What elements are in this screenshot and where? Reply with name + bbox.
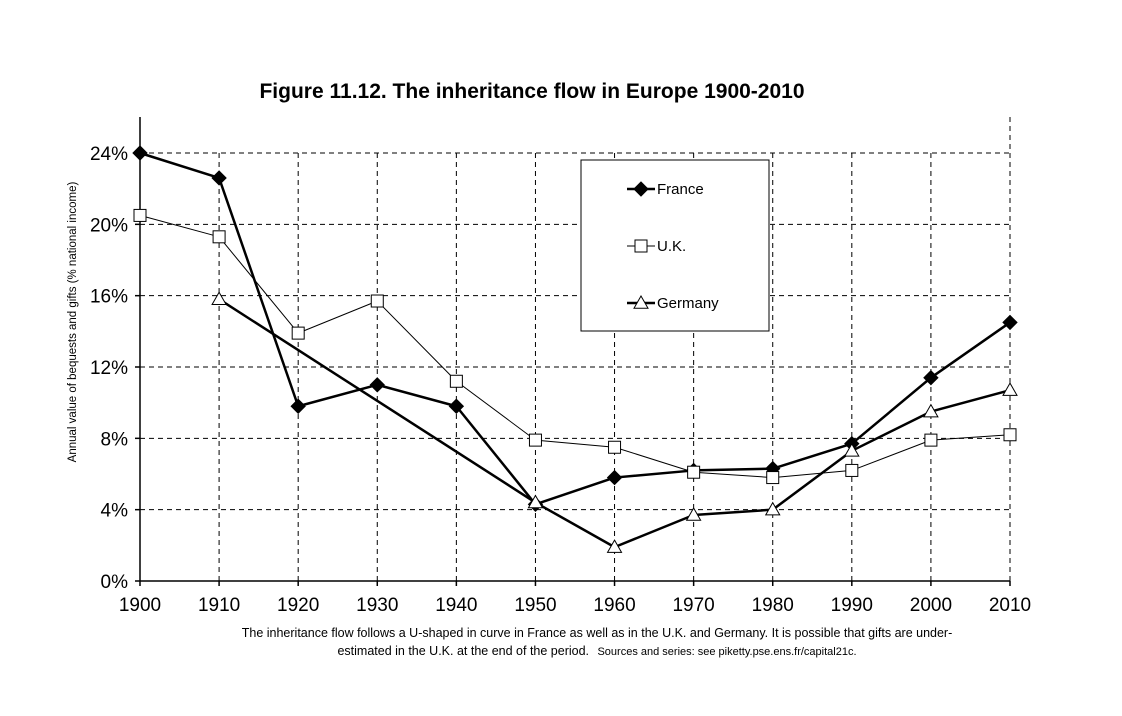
data-point-u-k <box>1003 428 1017 442</box>
caption-line-2-main: estimated in the U.K. at the end of the … <box>337 644 589 658</box>
data-point-u-k <box>449 374 463 388</box>
data-point-france <box>369 377 385 393</box>
y-axis-label: Annual value of bequests and gifts (% na… <box>67 182 79 463</box>
data-point-germany <box>923 403 939 418</box>
caption-line-1: The inheritance flow follows a U-shaped … <box>242 626 953 640</box>
data-point-u-k <box>370 294 384 308</box>
data-point-germany <box>211 291 227 305</box>
legend-item-france: France <box>627 181 704 198</box>
chart-title: Figure 11.12. The inheritance flow in Eu… <box>259 80 804 103</box>
x-tick-label: 1960 <box>593 595 635 616</box>
legend-item-u-k: U.K. <box>627 238 686 255</box>
caption-line-2: estimated in the U.K. at the end of the … <box>337 642 856 659</box>
x-tick-label: 1930 <box>356 595 398 616</box>
x-tick-label: 1970 <box>672 595 714 616</box>
x-tick-label: 1910 <box>198 595 240 616</box>
data-point-france <box>132 145 148 161</box>
caption-sources: Sources and series: see piketty.pse.ens.… <box>597 646 856 658</box>
x-tick-label: 1940 <box>435 595 477 616</box>
y-tick-labels: 0% 4% 8% 12% 16% 20% 24% <box>90 144 128 593</box>
legend: France U.K. Germany <box>580 159 770 332</box>
legend-marker-germany <box>633 294 649 309</box>
series-line-france <box>139 151 1011 506</box>
y-tick-label: 4% <box>101 501 129 522</box>
data-point-u-k <box>845 463 859 477</box>
x-tick-label: 1980 <box>752 595 794 616</box>
data-point-germany <box>843 442 860 457</box>
data-point-u-k <box>133 208 147 222</box>
legend-label-u-k: U.K. <box>657 238 686 255</box>
series-layer <box>132 145 1018 553</box>
data-point-france <box>606 469 623 486</box>
y-tick-label: 0% <box>101 572 129 593</box>
data-point-u-k <box>212 230 226 244</box>
y-tick-label: 20% <box>90 215 128 236</box>
legend-label-germany: Germany <box>657 295 719 312</box>
data-point-france <box>923 369 939 386</box>
data-point-germany <box>606 539 623 553</box>
series-u-k <box>133 208 1017 485</box>
x-tick-label: 1950 <box>514 595 556 616</box>
data-point-u-k <box>766 471 780 485</box>
data-point-france <box>448 398 465 414</box>
legend-marker-u-k <box>634 239 648 253</box>
data-point-france <box>211 170 227 186</box>
y-tick-label: 8% <box>101 429 129 450</box>
data-point-germany <box>685 507 702 521</box>
data-point-u-k <box>608 440 622 454</box>
grid <box>140 152 1011 581</box>
data-point-france <box>1002 314 1018 331</box>
series-line-u-k <box>139 214 1011 479</box>
x-tick-label: 2000 <box>910 595 952 616</box>
legend-label-france: France <box>657 181 704 198</box>
data-point-germany <box>527 494 544 509</box>
x-tick-label: 1990 <box>831 595 873 616</box>
y-tick-label: 12% <box>90 358 128 379</box>
y-tick-label: 24% <box>90 144 128 165</box>
x-tick-label: 1900 <box>119 595 161 616</box>
series-line-germany <box>218 298 1011 549</box>
x-tick-label: 2010 <box>989 595 1031 616</box>
legend-box <box>580 159 770 332</box>
series-germany <box>211 291 1018 553</box>
y-tick-label: 16% <box>90 287 128 308</box>
x-tick-labels: 1900 1910 1920 1930 1940 1950 1960 1970 1980 1990… <box>119 595 1031 616</box>
data-point-u-k <box>687 465 701 479</box>
data-point-u-k <box>924 433 938 447</box>
data-point-germany <box>764 501 781 516</box>
data-point-u-k <box>291 326 305 340</box>
data-point-france <box>290 398 306 414</box>
x-tick-label: 1920 <box>277 595 319 616</box>
legend-marker-france <box>633 181 649 197</box>
legend-item-germany: Germany <box>627 294 719 312</box>
data-point-u-k <box>528 433 542 447</box>
axes <box>135 117 1011 586</box>
data-point-germany <box>1002 382 1018 396</box>
